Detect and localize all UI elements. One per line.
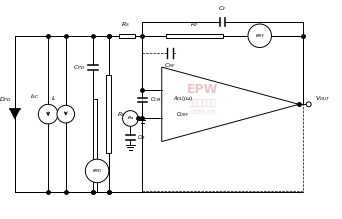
Text: $I_L$: $I_L$ <box>51 94 57 103</box>
Text: $C_M$: $C_M$ <box>137 133 146 141</box>
Text: $A_{DL}(j\omega)$: $A_{DL}(j\omega)$ <box>173 94 194 103</box>
Bar <box>166 34 223 38</box>
Text: $C_{DIFF}$: $C_{DIFF}$ <box>176 110 190 118</box>
Text: $D_{PD}$: $D_{PD}$ <box>0 95 11 104</box>
Text: $C_{RF}$: $C_{RF}$ <box>163 61 175 70</box>
Text: com.cn: com.cn <box>190 109 216 115</box>
Polygon shape <box>10 109 20 119</box>
Circle shape <box>306 102 311 107</box>
Circle shape <box>38 104 58 124</box>
Text: $R_{PD}$: $R_{PD}$ <box>117 110 129 118</box>
Text: $e_a$: $e_a$ <box>127 115 134 122</box>
Circle shape <box>248 24 272 48</box>
Text: $R_F$: $R_F$ <box>190 20 199 29</box>
Text: $e_{RF}$: $e_{RF}$ <box>254 32 265 40</box>
Text: $I_{SC}$: $I_{SC}$ <box>29 92 39 101</box>
Text: $e_{PD}$: $e_{PD}$ <box>92 167 102 175</box>
Bar <box>119 34 135 38</box>
Text: $C_{CM}$: $C_{CM}$ <box>150 95 162 104</box>
Bar <box>106 75 111 153</box>
Text: 电子产品世界: 电子产品世界 <box>189 98 217 107</box>
Circle shape <box>86 159 109 183</box>
Circle shape <box>122 111 138 126</box>
Text: $R_S$: $R_S$ <box>121 20 130 29</box>
Text: EPW: EPW <box>187 83 219 96</box>
Text: $C_F$: $C_F$ <box>218 4 227 13</box>
Text: $V_{OUT}$: $V_{OUT}$ <box>315 94 330 103</box>
Circle shape <box>57 105 75 123</box>
Text: $C_{PD}$: $C_{PD}$ <box>74 63 86 72</box>
